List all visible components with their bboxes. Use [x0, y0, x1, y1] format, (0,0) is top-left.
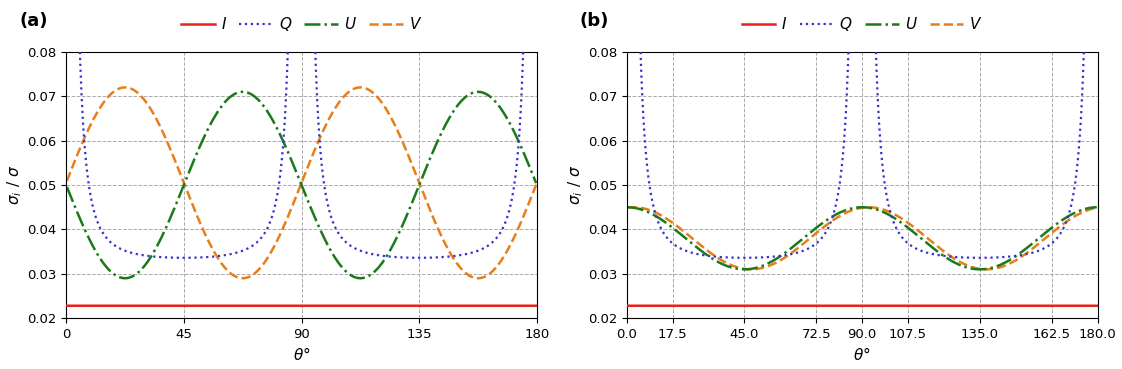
Line: $U$: $U$ [627, 207, 1097, 269]
Line: $Q$: $Q$ [627, 0, 1097, 258]
$Q$ [738, 256, 752, 260]
$Q$ [366, 252, 379, 256]
$U$ [530, 181, 543, 185]
$U$ [471, 90, 485, 94]
$U$ [240, 90, 254, 94]
$Q$ [902, 242, 916, 246]
Y-axis label: $\sigma_i\ /\ \sigma$: $\sigma_i\ /\ \sigma$ [6, 165, 25, 205]
$U$ [342, 271, 356, 276]
$I$ [620, 304, 634, 308]
$Q$ [342, 242, 356, 246]
$I$ [239, 304, 252, 308]
$V$ [530, 183, 543, 187]
$I$ [366, 304, 379, 308]
Legend: $I$, $Q$, $U$, $V$: $I$, $Q$, $U$, $V$ [175, 9, 429, 39]
$V$ [240, 276, 254, 280]
$U$ [61, 185, 74, 189]
$I$ [971, 304, 984, 308]
Legend: $I$, $Q$, $U$, $V$: $I$, $Q$, $U$, $V$ [735, 9, 988, 39]
$U$ [972, 267, 985, 272]
Line: $V$: $V$ [67, 87, 536, 278]
Line: $V$: $V$ [627, 207, 1097, 269]
$V$ [862, 205, 875, 210]
$Q$ [447, 254, 460, 258]
$Q$ [706, 254, 719, 259]
$U$ [366, 272, 379, 276]
$Q$ [146, 254, 159, 259]
$Q$ [411, 256, 424, 260]
$Q$ [177, 256, 191, 260]
$Q$ [240, 247, 254, 251]
$V$ [342, 90, 356, 94]
$I$ [146, 304, 159, 308]
$V$ [1006, 259, 1020, 264]
$I$ [1006, 304, 1020, 308]
$I$ [800, 304, 813, 308]
$U$ [1006, 255, 1020, 260]
$V$ [620, 206, 634, 210]
$I$ [61, 304, 74, 308]
$V$ [447, 255, 460, 259]
$V$ [971, 266, 984, 271]
$I$ [530, 304, 543, 308]
$V$ [706, 252, 719, 257]
$I$ [341, 304, 355, 308]
$I$ [926, 304, 939, 308]
$V$ [411, 175, 424, 180]
$I$ [445, 304, 459, 308]
$U$ [447, 110, 460, 114]
$U$ [706, 257, 719, 261]
$V$ [926, 241, 939, 245]
$U$ [926, 246, 939, 250]
$I$ [1091, 304, 1104, 308]
Y-axis label: $\sigma_i\ /\ \sigma$: $\sigma_i\ /\ \sigma$ [567, 165, 585, 205]
$U$ [411, 188, 424, 193]
$Q$ [926, 252, 939, 256]
$U$ [855, 205, 868, 210]
Line: $Q$: $Q$ [67, 0, 536, 258]
X-axis label: $\theta°$: $\theta°$ [293, 346, 311, 363]
$V$ [366, 90, 379, 94]
$V$ [118, 85, 131, 90]
$V$ [800, 239, 813, 243]
$Q$ [800, 247, 813, 251]
$I$ [902, 304, 916, 308]
$U$ [902, 227, 916, 231]
Text: (a): (a) [19, 12, 47, 30]
$U$ [118, 276, 131, 280]
$Q$ [1006, 254, 1020, 258]
$I$ [706, 304, 719, 308]
$I$ [411, 304, 424, 308]
$V$ [61, 179, 74, 183]
Text: (b): (b) [580, 12, 609, 30]
Line: $U$: $U$ [67, 92, 536, 278]
$U$ [146, 252, 159, 257]
$U$ [738, 267, 752, 272]
$Q$ [972, 256, 985, 260]
$V$ [980, 267, 993, 272]
$V$ [146, 109, 159, 114]
$V$ [471, 276, 485, 280]
$V$ [1091, 206, 1104, 210]
$U$ [800, 233, 813, 238]
X-axis label: $\theta°$: $\theta°$ [854, 346, 871, 363]
$U$ [620, 205, 634, 210]
$U$ [1091, 205, 1104, 210]
$V$ [902, 221, 916, 226]
